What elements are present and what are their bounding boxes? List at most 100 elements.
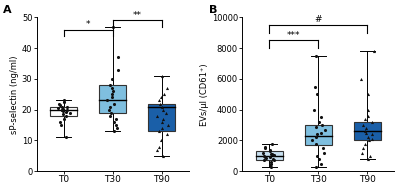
Point [63,111,69,114]
Point [363,131,369,134]
Point [268,161,275,164]
Point [268,162,274,165]
Bar [354,122,381,140]
Point [269,152,275,155]
Point [269,158,276,161]
Point [158,96,164,99]
Point [60,110,66,113]
Point [316,158,322,161]
Point [318,124,325,127]
Point [262,147,268,150]
Point [164,87,170,90]
Text: **: ** [133,11,142,20]
Text: ***: *** [287,31,300,40]
Point [314,154,320,157]
Point [109,93,115,96]
Point [370,50,377,53]
Point [63,108,70,111]
Point [163,133,170,136]
Point [271,154,277,157]
Point [159,105,166,108]
Point [61,99,67,102]
Text: #: # [314,15,322,24]
Point [110,25,116,28]
Point [112,124,119,127]
Point [318,116,324,119]
Point [261,158,267,161]
Point [364,158,371,161]
Point [261,154,267,157]
Point [362,117,368,120]
Point [115,56,122,59]
Point [156,145,163,148]
Point [157,102,163,105]
Point [160,117,166,120]
Bar [50,107,77,116]
Point [267,148,273,151]
Point [59,109,65,112]
Point [61,101,67,104]
Point [368,120,375,124]
Point [314,133,320,136]
Point [106,108,112,111]
Point [320,147,326,150]
Point [362,142,368,145]
Point [313,125,320,128]
Point [311,108,317,111]
Point [59,113,66,116]
Point [156,99,162,102]
Point [365,108,372,111]
Point [58,124,64,127]
Point [263,157,269,160]
Point [108,87,115,90]
Bar [148,104,175,131]
Point [369,137,375,140]
Point [110,90,116,93]
Point [160,108,166,111]
Point [111,130,118,133]
Point [114,68,121,71]
Point [267,150,274,153]
Point [108,111,114,114]
Point [161,93,167,96]
Point [111,120,117,124]
Point [57,120,63,124]
Point [154,148,160,151]
Point [318,162,324,165]
Point [107,114,114,117]
Point [366,154,373,157]
Point [158,127,165,130]
Point [360,124,366,127]
Point [318,131,324,134]
Point [365,136,371,139]
Y-axis label: sP-selectin (ng/ml): sP-selectin (ng/ml) [10,55,19,134]
Point [56,104,63,107]
Point [362,130,368,133]
Point [66,111,73,114]
Point [362,127,369,130]
Point [366,139,373,142]
Point [61,117,68,120]
Bar [99,85,126,113]
Point [107,105,113,108]
Bar [305,125,332,145]
Point [313,165,319,168]
Point [58,108,65,111]
Point [114,127,120,130]
Point [322,128,328,131]
Point [369,133,375,136]
Point [159,120,165,124]
Point [160,154,167,157]
Point [268,153,274,156]
Point [358,77,364,80]
Point [313,136,319,139]
Point [312,85,318,88]
Text: A: A [3,5,12,15]
Point [112,117,119,120]
Point [313,54,320,57]
Point [158,139,164,142]
Point [262,156,268,159]
Point [359,151,366,154]
Point [365,114,371,117]
Point [165,124,171,127]
